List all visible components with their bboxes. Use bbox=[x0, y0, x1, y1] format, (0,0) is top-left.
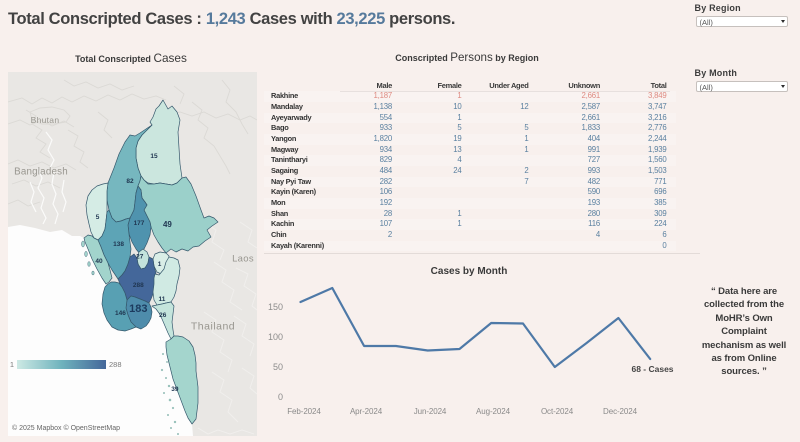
svg-text:© 2025 Mapbox © OpenStreetMap: © 2025 Mapbox © OpenStreetMap bbox=[12, 424, 120, 432]
svg-text:1: 1 bbox=[10, 360, 14, 369]
svg-text:26: 26 bbox=[159, 312, 167, 319]
svg-text:183: 183 bbox=[129, 303, 147, 315]
svg-text:288: 288 bbox=[109, 360, 122, 369]
svg-text:39: 39 bbox=[171, 386, 179, 393]
svg-text:150: 150 bbox=[268, 302, 283, 312]
svg-text:Bangladesh: Bangladesh bbox=[14, 167, 68, 178]
svg-text:0: 0 bbox=[278, 392, 283, 402]
svg-text:138: 138 bbox=[113, 241, 124, 248]
svg-text:27: 27 bbox=[136, 254, 144, 261]
svg-text:50: 50 bbox=[273, 362, 283, 372]
svg-text:Thailand: Thailand bbox=[191, 321, 235, 333]
svg-text:Bhutan: Bhutan bbox=[31, 115, 60, 125]
svg-text:100: 100 bbox=[268, 332, 283, 342]
svg-text:15: 15 bbox=[150, 153, 158, 160]
svg-text:288: 288 bbox=[133, 282, 144, 289]
svg-text:5: 5 bbox=[96, 214, 100, 221]
svg-text:11: 11 bbox=[158, 296, 165, 303]
svg-text:1: 1 bbox=[158, 261, 162, 268]
svg-text:146: 146 bbox=[115, 310, 126, 317]
svg-text:Laos: Laos bbox=[232, 254, 254, 265]
svg-text:49: 49 bbox=[163, 220, 172, 229]
svg-text:82: 82 bbox=[126, 178, 134, 185]
svg-text:40: 40 bbox=[95, 258, 103, 265]
svg-text:177: 177 bbox=[134, 220, 145, 227]
